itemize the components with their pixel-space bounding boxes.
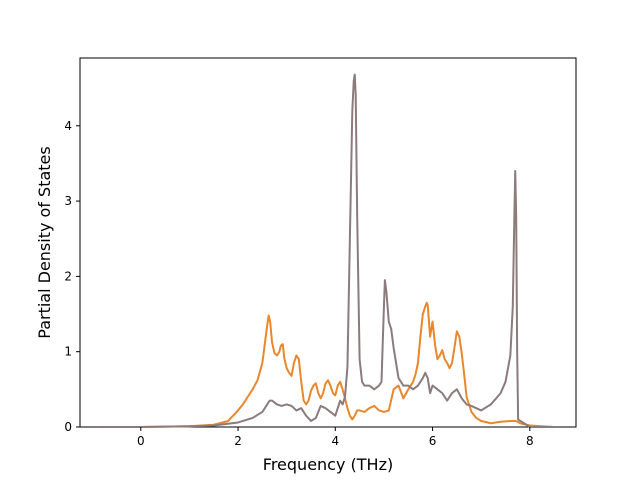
- plot-frame: [79, 57, 577, 428]
- y-axis-label: Partial Density of States: [35, 146, 54, 338]
- x-axis-label: Frequency (THz): [263, 455, 393, 474]
- x-tick-label: 2: [234, 434, 242, 448]
- series-line-1: [101, 301, 555, 428]
- x-tick-label: 0: [137, 434, 145, 448]
- x-tick-label: 4: [331, 434, 339, 448]
- x-tick-label: 6: [429, 434, 437, 448]
- y-tick-label: 2: [64, 269, 72, 283]
- series-line-2: [101, 73, 555, 428]
- series-layer: [101, 73, 555, 428]
- y-axis-ticks: 0 1 2 3 4: [64, 119, 80, 434]
- y-tick-label: 3: [64, 194, 72, 208]
- y-tick-label: 0: [64, 420, 72, 434]
- y-tick-label: 4: [64, 119, 72, 133]
- x-tick-label: 8: [526, 434, 534, 448]
- y-tick-label: 1: [64, 345, 72, 359]
- x-axis-ticks: 0 2 4 6 8: [137, 427, 534, 448]
